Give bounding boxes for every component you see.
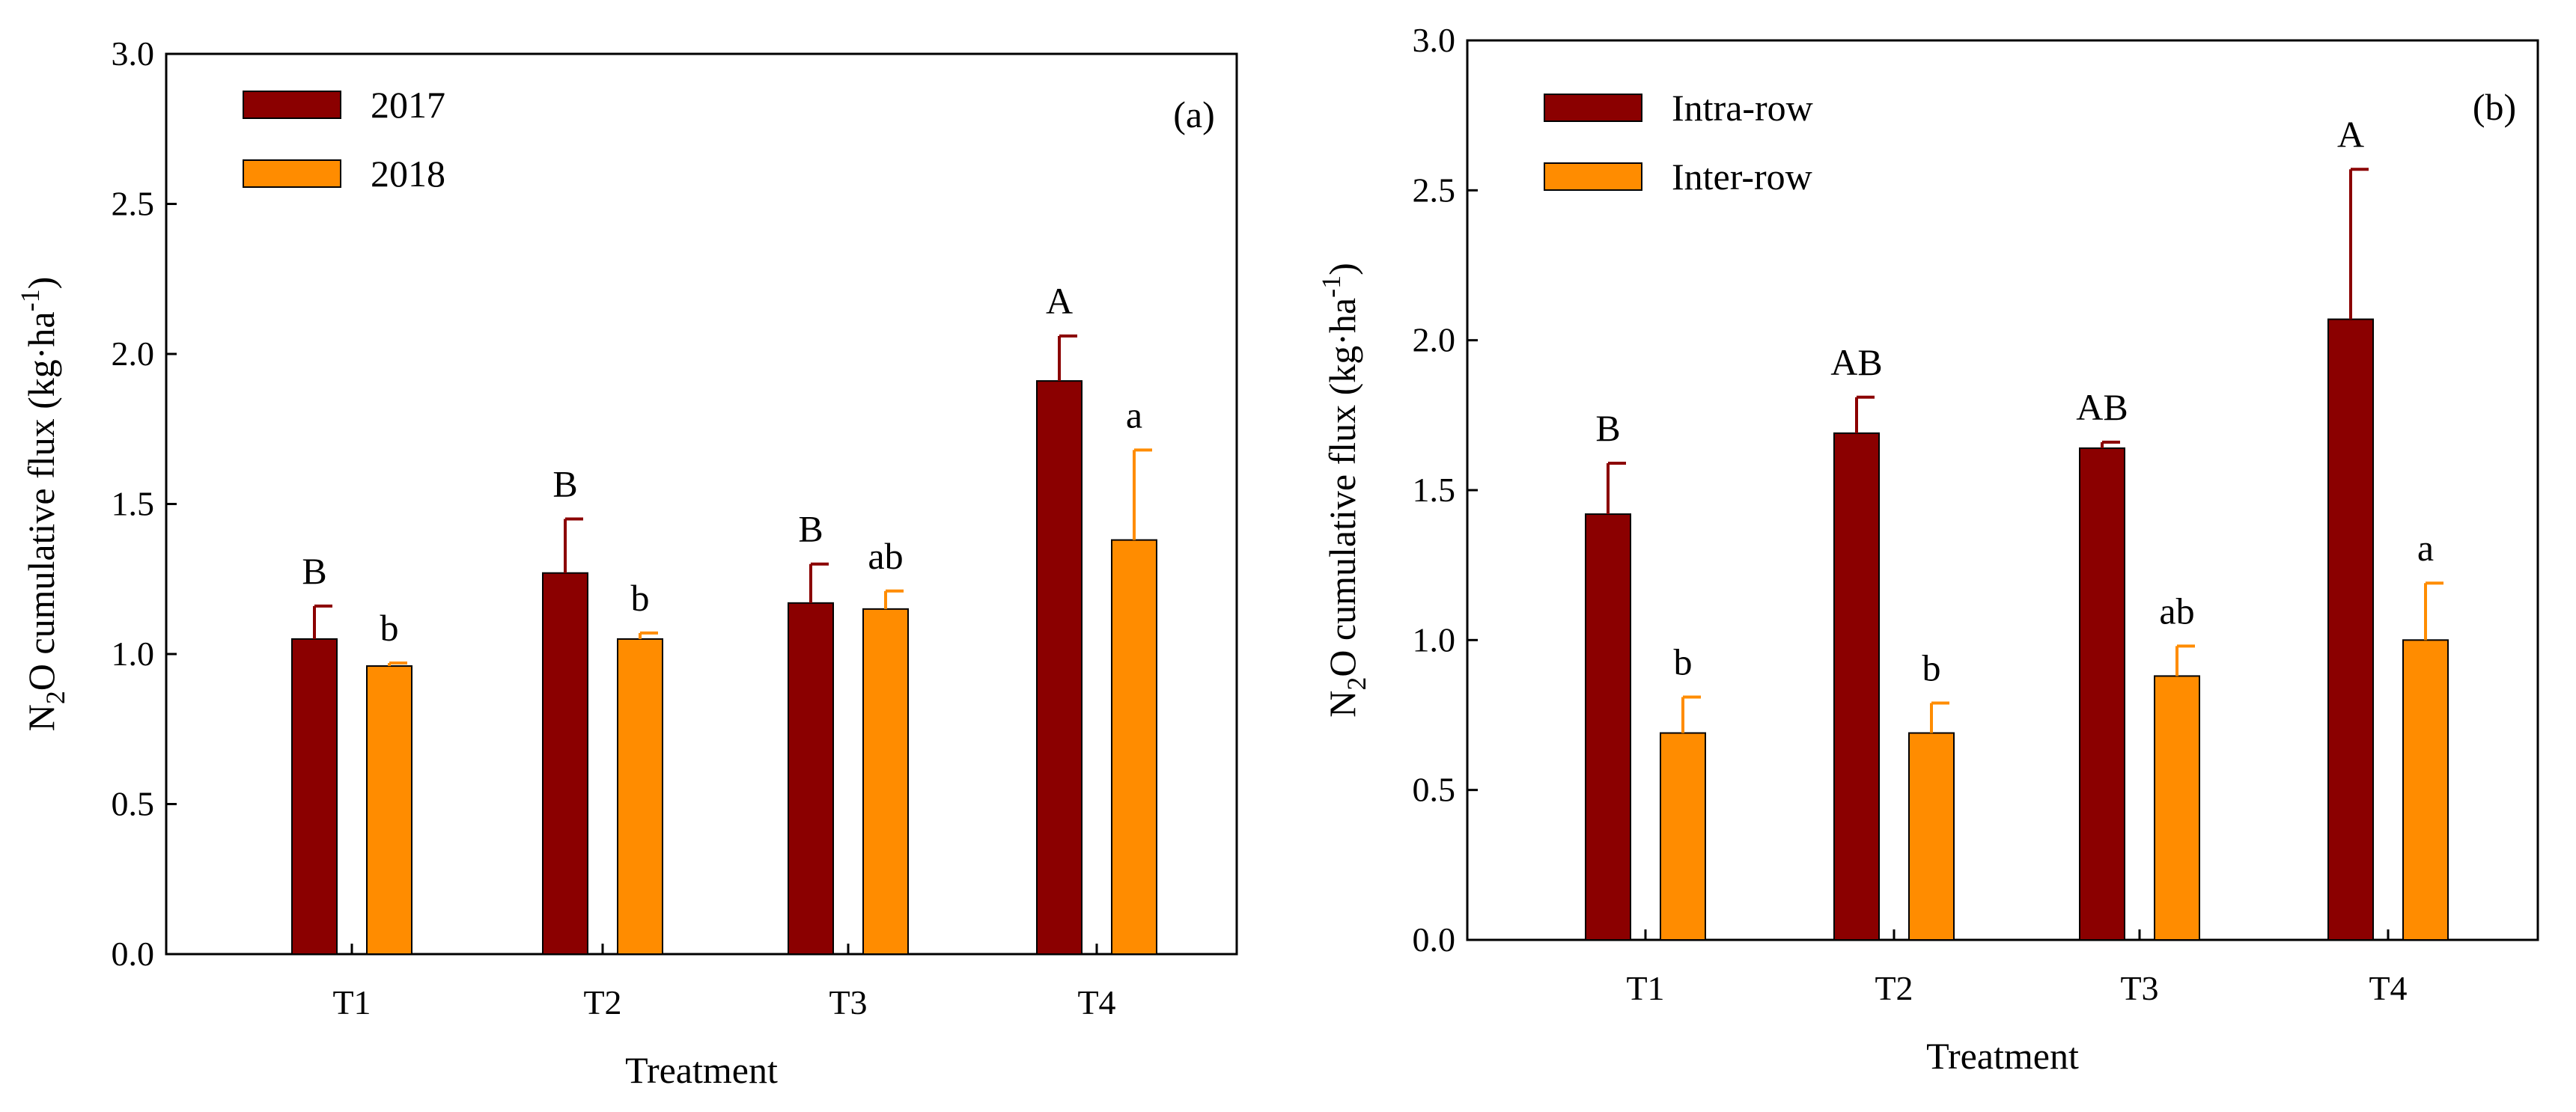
panel-a-chart: 0.0 0.5 1.0 1.5 2.0 2.5 3.0 T1 T2 T3 T4 B B B Ab b ab a 20… [15,34,1238,1091]
panel-a-significance-label: B [798,508,823,550]
panel-a-significance-label: B [552,463,577,505]
panel-a-legend-label: 2018 [371,153,445,195]
panel-a-legend-swatch [243,159,341,188]
panel-b-y-tick-label: 2.5 [1413,171,1456,209]
panel-b-bar-intra-row-t2 [1833,432,1880,941]
panel-a-y-tick-label: 2.0 [112,334,155,373]
panel-a-bar-2018-t4 [1111,539,1157,955]
panel-a-x-tick-label: T2 [583,983,621,1021]
panel-b-bar-intra-row-t1 [1585,513,1631,941]
panel-b-legend-swatch [1544,162,1642,191]
panel-a-y-tick-label: 3.0 [112,34,155,73]
panel-b-bar-intra-row-t4 [2327,318,2374,941]
panel-a-bar-2017-t2 [542,572,588,955]
panel-a-y-tick-label: 0.0 [112,935,155,973]
panel-b-chart: 0.0 0.5 1.0 1.5 2.0 2.5 3.0 T1 T2 T3 T4 B AB AB Ab b ab a… [1316,21,2539,1077]
panel-b-y-tick-label: 2.0 [1413,321,1456,359]
panel-b-y-tick-label: 3.0 [1413,21,1456,59]
panel-a-bar-2017-t4 [1036,380,1083,955]
panel-a-significance-label: b [380,607,399,649]
panel-b-x-tick-label: T3 [2120,969,2158,1007]
panel-a-y-tick-label: 1.5 [112,485,155,523]
panel-b-significance-label: b [1674,641,1693,682]
panel-a-x-tick-label: T3 [829,983,867,1021]
panel-b-bar-inter-row-t1 [1660,732,1706,941]
panel-a-bar-2017-t3 [788,602,834,956]
panel-b-significance-label: ab [2159,590,2194,632]
panel-b-legend-label: Inter-row [1672,156,1812,198]
panel-b-significance-label: AB [1830,341,1882,383]
panel-a-y-tick-label: 0.5 [112,785,155,823]
panel-b-y-axis-title: N2O cumulative flux (kg·ha-1) [1316,263,1371,718]
panel-a-bar-2018-t2 [617,638,663,955]
panel-b-y-tick-label: 1.0 [1413,620,1456,659]
panel-b-legend-label: Intra-row [1672,87,1813,129]
panel-b-x-tick-label: T1 [1626,969,1664,1007]
panel-b-y-tick-label: 0.0 [1413,920,1456,959]
panel-a-bar-2018-t1 [366,665,412,955]
panel-a-y-axis-title: N2O cumulative flux (kg·ha-1) [15,277,70,732]
panel-b-x-tick-label: T4 [2369,969,2407,1007]
panel-a-significance-label: a [1126,394,1142,436]
panel-a-y-tick-label: 1.0 [112,635,155,673]
panel-a-legend-swatch [243,91,341,119]
panel-b-significance-label: B [1595,407,1620,449]
panel-b-significance-label: AB [2076,386,2128,428]
panel-b-bar-inter-row-t2 [1908,732,1955,941]
panel-b-x-tick-label: T2 [1875,969,1913,1007]
panel-b-legend-swatch [1544,94,1642,122]
panel-a-x-tick-label: T1 [332,983,371,1021]
panel-b-bar-inter-row-t4 [2402,639,2449,941]
panel-b-y-tick-label: 0.5 [1413,771,1456,809]
panel-b-significance-label: a [2417,527,2434,569]
panel-b-significance-label: b [1922,647,1941,688]
panel-a-significance-label: B [302,550,326,592]
panel-a-significance-label: ab [868,535,903,577]
panel-a-y-tick-label: 2.5 [112,185,155,223]
panel-a-significance-label: A [1046,280,1073,322]
panel-a-bar-2017-t1 [291,638,338,955]
panel-b-bar-intra-row-t3 [2079,447,2125,941]
panel-b-bar-inter-row-t3 [2154,675,2200,941]
panel-a-x-axis-title: Treatment [625,1049,778,1091]
panel-a-significance-label: b [631,577,650,619]
panel-a-bar-2018-t3 [862,608,909,955]
panel-b-panel-label: (b) [2473,86,2516,128]
panel-b-x-axis-title: Treatment [1926,1035,2079,1077]
panel-b-y-tick-label: 1.5 [1413,471,1456,509]
panel-a-x-tick-label: T4 [1077,983,1115,1021]
panel-a-legend-label: 2017 [371,84,445,126]
panel-b-significance-label: A [2337,113,2364,155]
panel-a-panel-label: (a) [1173,94,1215,135]
